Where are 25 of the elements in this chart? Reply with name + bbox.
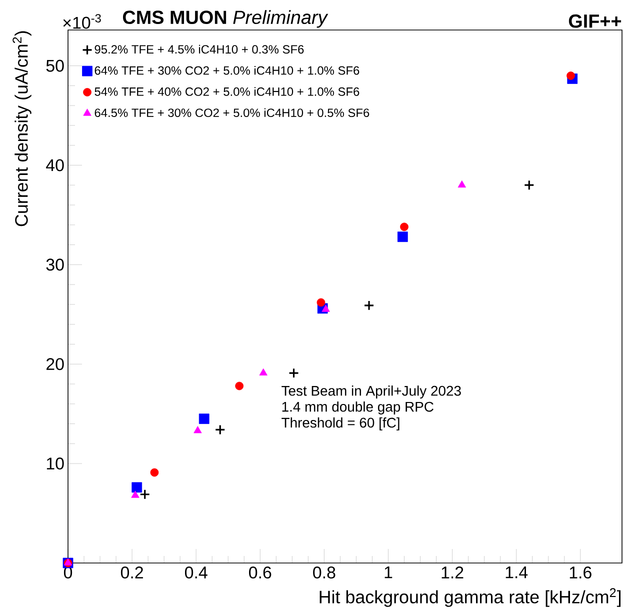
y-tick-label: 20 [46,358,64,370]
legend-label: 95.2% TFE + 4.5% iC4H10 + 0.3% SF6 [94,44,304,54]
x-tick-label: 0.4 [184,566,208,578]
annotation: Test Beam in April+July 2023 [282,386,461,399]
x-tick-label: 0.8 [313,566,336,578]
y-tick-label: 40 [46,159,64,172]
x-tick-label: 0.6 [249,566,272,578]
y-axis-title: Current density (uA/cm$^{2}$) [12,31,32,226]
x-tick-label: 1.2 [442,566,464,578]
annotation: Threshold = 60 [fC] [282,417,400,430]
y-tick-label: 10 [46,458,64,470]
y-tick-label: 30 [46,258,64,271]
x-tick-label: 1 [384,566,392,578]
x-tick-label: 0.2 [120,566,143,578]
text: ×10$^{-3}$ [63,14,101,29]
y-tick-label: 50 [46,60,64,72]
chart-subtitle: GIF++ [568,14,622,28]
legend-label: 64.5% TFE + 30% CO2 + 5.0% iC4H10 + 0.5% SF6 [94,108,370,118]
x-tick-label: 1.6 [570,566,592,578]
x-tick-label: 1.4 [506,566,528,578]
chart-title: CMS MUON Preliminary [122,10,328,28]
x-axis-title: Hit background gamma rate [kHz/cm$^{2}$] [320,588,621,607]
legend-label: 54% TFE + 40% CO2 + 5.0% iC4H10 + 1.0% SF6 [94,87,360,96]
annotation: 1.4 mm double gap RPC [282,401,434,414]
legend-label: 64% TFE + 30% CO2 + 5.0% iC4H10 + 1.0% SF6 [94,66,360,75]
